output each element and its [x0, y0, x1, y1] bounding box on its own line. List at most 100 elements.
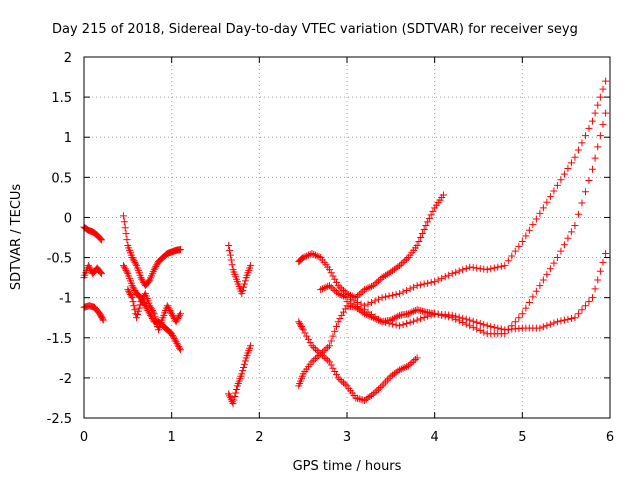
data-point	[410, 317, 418, 325]
data-point	[427, 278, 435, 286]
data-point	[392, 368, 400, 376]
data-point	[336, 283, 344, 291]
series-night-e	[343, 109, 610, 338]
data-point	[130, 285, 138, 293]
data-point	[415, 238, 423, 246]
data-point	[136, 301, 144, 309]
data-point	[325, 282, 333, 290]
series-mid-a	[119, 212, 184, 290]
data-point	[169, 333, 177, 341]
data-point	[546, 265, 554, 273]
data-point	[382, 378, 390, 386]
data-point	[410, 357, 418, 365]
data-point	[331, 367, 339, 375]
data-point	[99, 316, 107, 324]
data-point	[594, 101, 602, 109]
data-point	[297, 255, 305, 263]
data-point	[406, 360, 414, 368]
data-point	[389, 371, 397, 379]
data-point	[331, 327, 339, 335]
data-point	[228, 261, 236, 269]
data-point	[308, 342, 316, 350]
data-point	[304, 335, 312, 343]
data-point	[310, 356, 318, 364]
data-point	[557, 317, 565, 325]
data-point	[387, 372, 395, 380]
data-point	[571, 314, 579, 322]
data-point	[378, 294, 386, 302]
data-point	[539, 323, 547, 331]
data-point	[325, 358, 333, 366]
data-point	[301, 253, 309, 261]
data-point	[325, 342, 333, 350]
data-point	[304, 251, 312, 259]
data-point	[591, 154, 599, 162]
data-point	[357, 304, 365, 312]
data-point	[176, 311, 184, 319]
y-tick-labels: -2.5 -2 -1.5 -1 -0.5 0 0.5 1 1.5 2	[47, 51, 72, 427]
data-point	[397, 260, 405, 268]
data-point	[401, 257, 409, 265]
data-point	[369, 314, 377, 322]
data-point	[241, 357, 249, 365]
data-point	[585, 177, 593, 185]
data-point	[385, 269, 393, 277]
data-point	[303, 252, 311, 260]
data-point	[399, 364, 407, 372]
data-point	[483, 266, 491, 274]
data-point	[564, 315, 572, 323]
data-point	[173, 339, 181, 347]
data-point	[525, 298, 533, 306]
data-point	[373, 387, 381, 395]
data-point	[240, 283, 248, 291]
data-point	[560, 241, 568, 249]
data-point	[574, 310, 582, 318]
data-point	[146, 302, 154, 310]
data-point	[578, 199, 586, 207]
data-point	[176, 310, 184, 318]
series-mid-c	[124, 286, 184, 334]
data-point	[119, 212, 127, 220]
data-point	[504, 257, 512, 265]
data-point	[394, 312, 402, 320]
data-point	[581, 132, 589, 140]
data-point	[120, 218, 128, 226]
data-point	[169, 331, 177, 339]
data-point	[311, 251, 319, 259]
data-point	[327, 269, 335, 277]
data-point	[494, 263, 502, 271]
data-point	[417, 315, 425, 323]
data-point	[303, 332, 311, 340]
data-point	[399, 288, 407, 296]
data-point	[338, 285, 346, 293]
data-point	[129, 255, 137, 263]
data-point	[448, 314, 456, 322]
data-point	[546, 320, 554, 328]
data-point	[308, 250, 316, 258]
data-point	[129, 283, 137, 291]
data-point	[536, 282, 544, 290]
data-point	[602, 109, 610, 117]
data-point	[132, 260, 140, 268]
data-point	[151, 264, 159, 272]
data-point	[369, 282, 377, 290]
data-point	[371, 280, 379, 288]
data-point	[336, 375, 344, 383]
data-point	[229, 400, 237, 408]
data-point	[232, 389, 240, 397]
data-point	[406, 309, 414, 317]
data-point	[413, 242, 421, 250]
data-point	[362, 395, 370, 403]
data-point	[445, 313, 453, 321]
y-tick-label: 1	[64, 131, 72, 146]
data-point	[227, 256, 235, 264]
data-point	[145, 277, 153, 285]
data-point	[166, 307, 174, 315]
data-point	[362, 285, 370, 293]
data-point	[390, 265, 398, 273]
data-point	[240, 280, 248, 288]
data-point	[459, 266, 467, 274]
data-point	[175, 313, 183, 321]
data-point	[389, 291, 397, 299]
data-point	[452, 268, 460, 276]
